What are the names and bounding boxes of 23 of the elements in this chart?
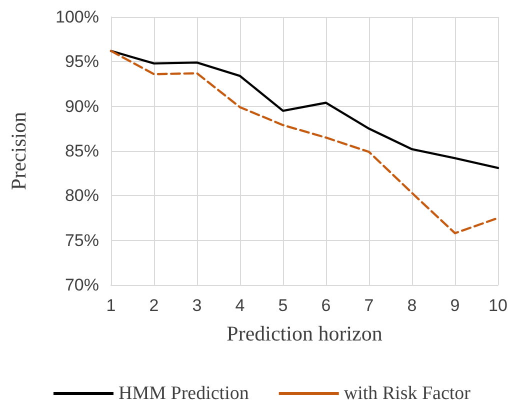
- y-tick-label: 90%: [64, 96, 99, 116]
- x-tick-label: 9: [450, 296, 460, 315]
- x-axis-title: Prediction horizon: [226, 322, 383, 346]
- x-tick-label: 7: [364, 296, 374, 315]
- y-tick-label: 70%: [64, 276, 99, 294]
- line-series: [110, 50, 500, 234]
- x-tick-label: 10: [488, 296, 508, 315]
- y-tick-label: 75%: [64, 230, 99, 250]
- x-tick-label: 5: [278, 296, 288, 315]
- y-axis-title: Precision: [6, 111, 30, 190]
- x-tick-label: 6: [321, 296, 331, 315]
- x-tick-label: 3: [192, 296, 202, 315]
- y-tick-label: 80%: [64, 186, 99, 206]
- line-series: [110, 50, 500, 170]
- legend-label: with Risk Factor: [344, 383, 472, 404]
- legend-label: HMM Prediction: [118, 383, 250, 404]
- x-tick-label: 1: [106, 296, 116, 315]
- x-tick-label: 4: [235, 296, 245, 315]
- y-tick-label: 95%: [64, 52, 99, 72]
- x-tick-label: 8: [407, 296, 417, 315]
- x-tick-label: 2: [149, 296, 159, 315]
- y-tick-label: 100%: [56, 8, 99, 26]
- y-tick-label: 85%: [64, 142, 99, 160]
